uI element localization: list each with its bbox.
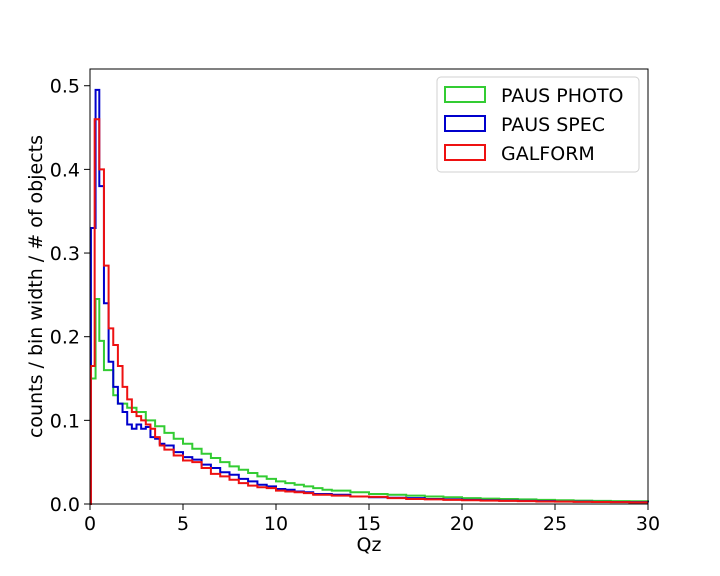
y-tick-label: 0.1 <box>50 410 80 432</box>
y-tick-label: 0.5 <box>50 76 80 98</box>
x-axis-label: Qz <box>357 534 382 556</box>
series-layer <box>89 88 649 505</box>
legend-swatch <box>444 115 486 132</box>
x-tick-label: 0 <box>84 513 96 535</box>
y-axis-ticks: 0.0 0.1 0.2 0.3 0.4 0.5 <box>50 76 90 516</box>
x-tick-label: 30 <box>636 513 660 535</box>
x-tick-label: 20 <box>450 513 474 535</box>
legend-label: PAUS PHOTO <box>501 85 624 107</box>
y-tick-label: 0.0 <box>50 494 80 516</box>
series-line-1 <box>89 298 649 505</box>
x-axis-ticks: 0 5 10 15 20 25 30 <box>84 504 660 535</box>
legend: PAUS PHOTO PAUS SPEC GALFORM <box>436 76 640 173</box>
x-tick-label: 5 <box>177 513 189 535</box>
x-tick-label: 10 <box>264 513 288 535</box>
legend-swatch <box>444 144 486 161</box>
y-axis-label: counts / bin width / # of objects <box>25 135 47 438</box>
y-tick-label: 0.2 <box>50 327 80 349</box>
legend-box <box>436 76 640 173</box>
y-tick-label: 0.4 <box>50 159 80 181</box>
x-tick-label: 15 <box>357 513 381 535</box>
y-tick-label: 0.3 <box>50 243 80 265</box>
legend-label: GALFORM <box>501 143 595 165</box>
legend-swatch <box>444 86 486 103</box>
series-line-3 <box>89 118 648 505</box>
x-tick-label: 25 <box>543 513 567 535</box>
legend-label: PAUS SPEC <box>501 114 605 136</box>
